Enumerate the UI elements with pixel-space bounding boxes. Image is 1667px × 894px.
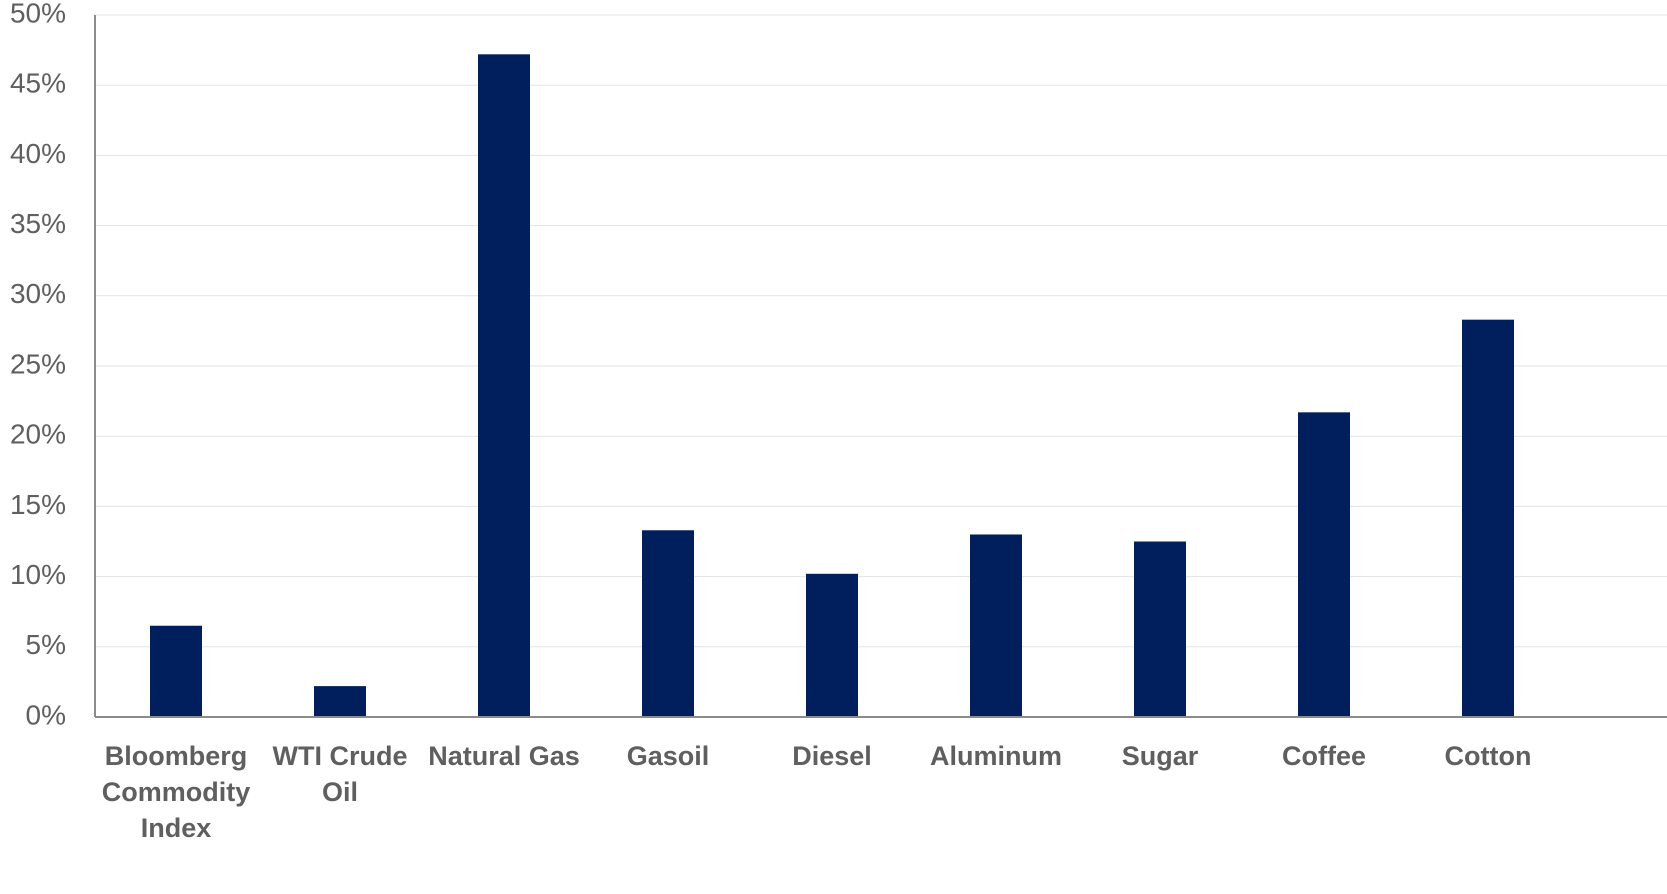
x-tick-label: WTI Crude Oil bbox=[273, 741, 408, 807]
bar bbox=[970, 534, 1022, 717]
x-tick-label-line: Gasoil bbox=[627, 741, 710, 771]
x-tick-label-line: Commodity bbox=[102, 777, 251, 807]
bar bbox=[806, 573, 858, 717]
bar bbox=[1462, 319, 1514, 717]
y-tick-label: 45% bbox=[10, 68, 66, 99]
y-tick-labels: 0% 5% 10% 15% 20% 25% 30% 35% 40% 45% 50% bbox=[10, 0, 66, 730]
x-tick-label-line: WTI Crude bbox=[273, 741, 408, 771]
x-tick-labels: Bloomberg Commodity Index WTI Crude Oil Natur… bbox=[102, 741, 1532, 843]
x-tick-label: Coffee bbox=[1282, 741, 1366, 771]
axes bbox=[94, 15, 1667, 718]
y-tick-label: 20% bbox=[10, 419, 66, 450]
x-tick-label-line: Oil bbox=[322, 777, 358, 807]
bar bbox=[478, 54, 530, 717]
x-tick-label: Aluminum bbox=[930, 741, 1062, 771]
y-tick-label: 5% bbox=[26, 629, 66, 660]
bars bbox=[150, 54, 1514, 717]
gridlines bbox=[95, 14, 1667, 648]
x-tick-label-line: Cotton bbox=[1445, 741, 1532, 771]
x-tick-label-line: Sugar bbox=[1122, 741, 1199, 771]
x-tick-label: Cotton bbox=[1445, 741, 1532, 771]
x-tick-label-line: Diesel bbox=[792, 741, 872, 771]
y-tick-label: 0% bbox=[26, 699, 66, 730]
bar bbox=[1134, 541, 1186, 717]
x-tick-label-line: Aluminum bbox=[930, 741, 1062, 771]
x-tick-label: Gasoil bbox=[627, 741, 710, 771]
x-tick-label-line: Index bbox=[141, 813, 212, 843]
x-tick-label: Sugar bbox=[1122, 741, 1199, 771]
bar bbox=[642, 530, 694, 717]
x-tick-label: Natural Gas bbox=[428, 741, 580, 771]
y-tick-label: 30% bbox=[10, 278, 66, 309]
y-tick-label: 35% bbox=[10, 208, 66, 239]
y-tick-label: 50% bbox=[10, 0, 66, 28]
x-tick-label-line: Coffee bbox=[1282, 741, 1366, 771]
bar bbox=[150, 625, 202, 717]
bar bbox=[314, 686, 366, 717]
x-tick-label-line: Bloomberg bbox=[105, 741, 248, 771]
y-tick-label: 10% bbox=[10, 559, 66, 590]
x-tick-label: Bloomberg Commodity Index bbox=[102, 741, 251, 843]
y-tick-label: 25% bbox=[10, 348, 66, 379]
bar bbox=[1298, 412, 1350, 717]
x-tick-label-line: Natural Gas bbox=[428, 741, 580, 771]
y-tick-label: 15% bbox=[10, 489, 66, 520]
y-tick-label: 40% bbox=[10, 138, 66, 169]
x-tick-label: Diesel bbox=[792, 741, 872, 771]
